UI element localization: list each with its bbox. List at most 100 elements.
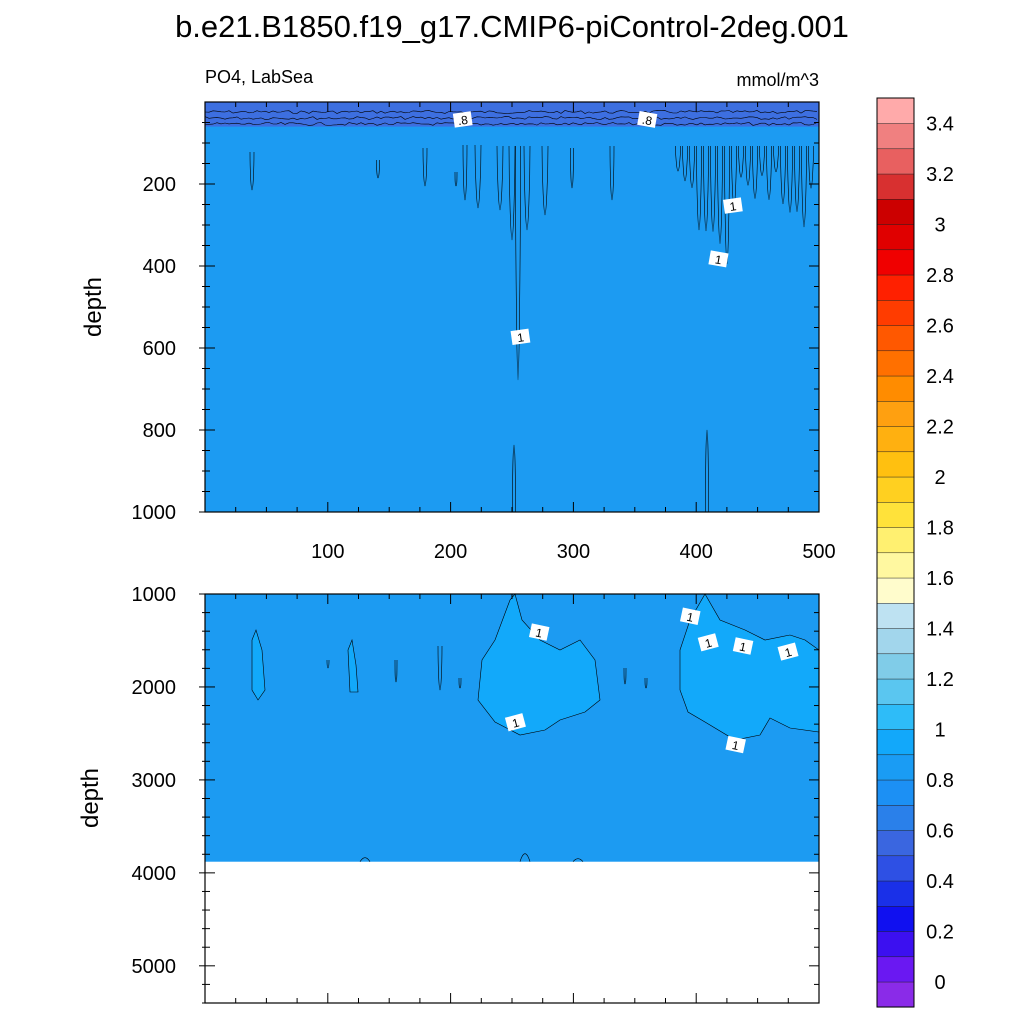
- colorbar-swatch: [876, 602, 915, 629]
- contour-label: .8: [452, 111, 473, 128]
- contour-label-box: [452, 111, 473, 128]
- contour-label-box: [732, 637, 754, 655]
- colorbar-swatch: [876, 148, 915, 175]
- lower-floor-contour: [519, 853, 531, 862]
- colorbar-swatch: [876, 804, 915, 831]
- contour-label: 1: [708, 250, 729, 268]
- upper-units-label: mmol/m^3: [737, 70, 819, 90]
- colorbar-swatch: [876, 249, 915, 276]
- colorbar-swatch: [876, 224, 915, 251]
- upper-spike-contour: [508, 145, 516, 241]
- colorbar-label: 2: [934, 467, 945, 489]
- upper-band-contour: [204, 122, 818, 126]
- upper-spike-contour: [541, 145, 549, 216]
- colorbar-swatch: [876, 905, 915, 932]
- contour-label-box: [680, 607, 701, 625]
- colorbar-label: 2.2: [926, 416, 954, 438]
- lower-highlight-regions: [251, 593, 820, 741]
- lower-contour-lines: [326, 645, 648, 862]
- colorbar-label: 1.8: [926, 517, 954, 539]
- upper-spike-contour: [705, 429, 709, 513]
- lower-spike-contour: [394, 659, 398, 683]
- contour-label: 1: [697, 633, 719, 652]
- contour-label-text: 1: [516, 330, 525, 345]
- lower-y-axis-title: depth: [77, 768, 104, 828]
- y-tick-label: 2000: [132, 677, 177, 699]
- upper-spike-contour: [675, 145, 681, 172]
- upper-spike-contour: [523, 145, 531, 231]
- y-tick-label: 4000: [132, 863, 177, 885]
- upper-spike-contour: [703, 145, 709, 232]
- colorbar-swatch: [876, 931, 915, 958]
- upper-left-label: PO4, LabSea: [205, 67, 314, 87]
- colorbar-swatch: [876, 350, 915, 377]
- colorbar-swatch: [876, 527, 915, 554]
- upper-ticks: 100 200 300 400 500 200 400 600 800 1000: [132, 102, 836, 563]
- colorbar-label: 2.8: [926, 265, 954, 287]
- x-tick-label: 500: [802, 541, 835, 563]
- upper-spike-contour: [780, 145, 786, 205]
- contour-label-text: 1: [731, 738, 741, 753]
- lower-highlight-region: [347, 638, 359, 693]
- upper-spike-contour: [249, 151, 255, 191]
- upper-spike-contour: [794, 145, 800, 212]
- y-tick-label: 1000: [132, 584, 177, 606]
- lower-spike-contour: [458, 677, 462, 689]
- colorbar-swatch: [876, 729, 915, 756]
- colorbar-swatch: [876, 653, 915, 680]
- upper-spike-contour: [738, 145, 744, 178]
- colorbar-label: 2.4: [926, 366, 954, 388]
- colorbar-label: 0.8: [926, 770, 954, 792]
- colorbar-swatch: [876, 855, 915, 882]
- upper-spike-contour: [570, 147, 574, 189]
- y-tick-label: 400: [143, 256, 176, 278]
- contour-label: 1: [725, 735, 746, 754]
- contour-label-box: [528, 623, 550, 641]
- colorbar-label: 3: [934, 214, 945, 236]
- contour-label-box: [708, 250, 729, 268]
- colorbar-label: 0: [934, 972, 945, 994]
- colorbar-swatch: [876, 501, 915, 528]
- y-tick-label: 200: [143, 174, 176, 196]
- upper-spike-contour: [717, 145, 723, 244]
- upper-y-axis-title: depth: [80, 277, 107, 337]
- colorbar-swatch: [876, 703, 915, 730]
- lower-highlight-region: [251, 629, 266, 701]
- y-tick-label: 600: [143, 338, 176, 360]
- colorbar-swatch: [876, 173, 915, 200]
- x-tick-label: 400: [680, 541, 713, 563]
- upper-band-contour: [204, 110, 818, 114]
- colorbar-swatch: [876, 981, 915, 1008]
- contour-label-box: [504, 713, 526, 732]
- contour-label: 1: [680, 607, 701, 625]
- colorbar-swatch: [876, 628, 915, 655]
- colorbar-label: 2.6: [926, 315, 954, 337]
- lower-floor-contour: [572, 858, 584, 862]
- colorbar-swatch: [876, 830, 915, 857]
- contour-label-text: .8: [457, 113, 469, 128]
- colorbar-swatch: [876, 325, 915, 352]
- upper-spike-contour: [766, 145, 772, 200]
- contour-label-text: 1: [534, 625, 544, 640]
- colorbar-label: 1.2: [926, 669, 954, 691]
- colorbar-swatch: [876, 375, 915, 402]
- upper-spike-contour: [609, 145, 615, 201]
- colorbar-swatch: [876, 754, 915, 781]
- contour-label: 1: [528, 623, 550, 641]
- colorbar-swatch: [876, 779, 915, 806]
- upper-spike-contour: [759, 145, 765, 176]
- upper-spike-contour: [454, 171, 458, 187]
- colorbar-label: 1.4: [926, 618, 954, 640]
- contour-label-text: 1: [685, 610, 695, 625]
- colorbar-label: 3.2: [926, 164, 954, 186]
- x-tick-label: 100: [311, 541, 344, 563]
- upper-spike-contour: [801, 145, 807, 228]
- upper-spike-contour: [752, 145, 758, 199]
- upper-spike-contour: [787, 145, 793, 213]
- colorbar-frame: [876, 97, 915, 1008]
- contour-label-box: [637, 111, 658, 128]
- upper-spike-contour: [808, 145, 814, 189]
